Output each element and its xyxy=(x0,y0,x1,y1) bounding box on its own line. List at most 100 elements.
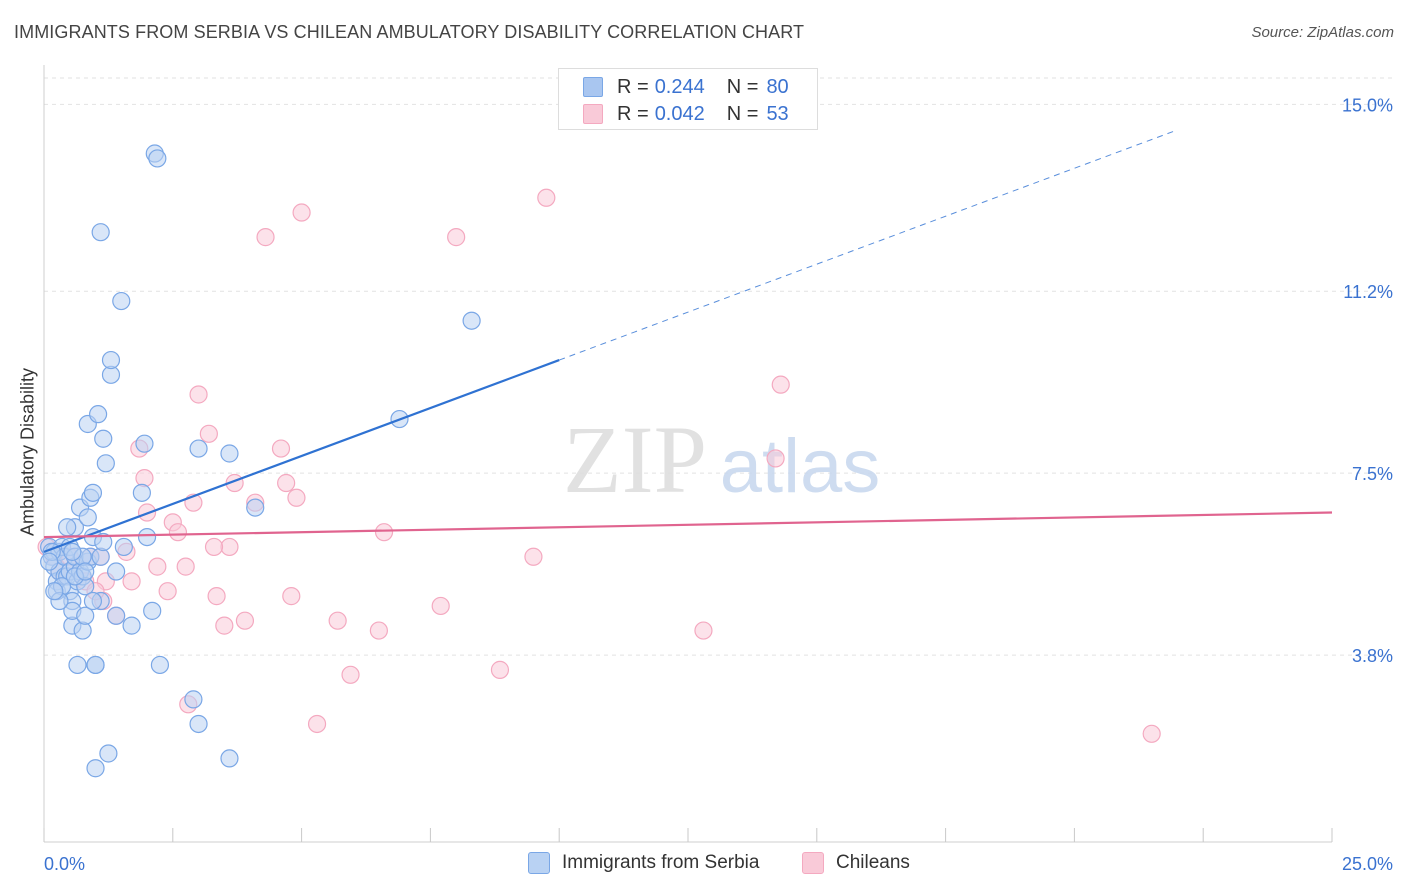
point-chileans xyxy=(135,468,154,488)
bottom-legend-swatch-serbia xyxy=(528,852,550,874)
trend-lines xyxy=(43,129,1333,553)
point-serbia xyxy=(112,291,131,311)
point-serbia xyxy=(184,690,203,709)
point-serbia xyxy=(91,547,110,566)
point-serbia xyxy=(132,483,151,502)
legend-r-value: 0.244 xyxy=(654,75,705,98)
point-chileans xyxy=(271,439,291,458)
point-chileans xyxy=(189,385,208,404)
watermark: ZIP atlas xyxy=(563,406,880,513)
trend-line-serbia xyxy=(43,359,560,553)
point-chileans xyxy=(256,228,275,247)
x-tick-label: 0.0% xyxy=(44,854,85,874)
point-chileans xyxy=(122,572,141,591)
legend-swatch-chileans xyxy=(583,104,603,124)
point-serbia xyxy=(189,714,208,734)
bottom-legend-swatch-chileans xyxy=(802,852,824,874)
legend-n-label: N = xyxy=(726,75,759,98)
point-chileans xyxy=(287,488,306,507)
point-chileans xyxy=(374,523,394,542)
watermark-zip: ZIP xyxy=(563,406,707,513)
point-chileans xyxy=(282,587,301,606)
chart-title: IMMIGRANTS FROM SERBIA VS CHILEAN AMBULA… xyxy=(14,22,805,42)
x-tick-label: 25.0% xyxy=(1342,854,1393,874)
point-chileans xyxy=(148,557,167,576)
legend-swatch-serbia xyxy=(583,77,603,97)
y-tick-label: 3.8% xyxy=(1352,646,1393,666)
point-chileans xyxy=(771,375,790,394)
bottom-legend-chileans: Chileans xyxy=(802,852,910,874)
point-serbia xyxy=(40,552,59,571)
point-serbia xyxy=(107,606,126,625)
point-serbia xyxy=(78,508,97,527)
point-serbia xyxy=(96,454,115,473)
point-serbia xyxy=(94,429,113,448)
point-serbia xyxy=(137,528,157,547)
point-serbia xyxy=(135,434,154,453)
point-serbia xyxy=(94,532,113,552)
point-chileans xyxy=(447,228,466,247)
bottom-legend-serbia: Immigrants from Serbia xyxy=(528,852,759,874)
point-chileans xyxy=(207,587,226,606)
source-label: Source: ZipAtlas.com xyxy=(1251,24,1394,41)
point-serbia xyxy=(107,562,126,581)
trend-line-serbia-extension xyxy=(559,129,1178,361)
point-chileans xyxy=(766,449,785,468)
legend-r-value: 0.042 xyxy=(654,102,705,125)
legend-r-label: R = xyxy=(617,75,649,98)
point-serbia xyxy=(45,582,64,601)
point-serbia xyxy=(91,223,110,242)
point-serbia xyxy=(83,483,103,502)
point-chileans xyxy=(220,537,239,557)
correlation-legend: R = 0.244 N = 80 R = 0.042 N = 53 xyxy=(558,68,818,130)
point-chileans xyxy=(199,424,218,443)
point-chileans xyxy=(292,203,311,222)
axes xyxy=(43,65,1333,843)
point-chileans xyxy=(490,660,510,679)
point-serbia xyxy=(58,518,77,537)
point-serbia xyxy=(220,444,239,463)
point-serbia xyxy=(246,498,265,517)
legend-r-label: R = xyxy=(617,102,649,125)
point-chileans xyxy=(204,537,224,557)
trend-line-chileans xyxy=(43,511,1333,539)
point-serbia xyxy=(76,562,95,581)
point-chileans xyxy=(215,616,234,635)
point-serbia xyxy=(86,759,105,778)
point-chileans xyxy=(168,523,188,542)
point-chileans xyxy=(235,611,255,630)
point-serbia xyxy=(150,655,170,675)
point-serbia xyxy=(101,350,121,370)
point-chileans xyxy=(158,582,177,601)
point-chileans xyxy=(328,611,347,630)
point-serbia xyxy=(99,744,118,763)
point-serbia xyxy=(63,542,82,561)
point-serbia xyxy=(189,439,208,458)
watermark-atlas: atlas xyxy=(720,424,881,509)
point-serbia xyxy=(462,311,481,330)
point-serbia xyxy=(86,655,105,675)
point-serbia xyxy=(73,621,92,640)
legend-n-value: 80 xyxy=(766,75,789,98)
point-serbia xyxy=(148,149,167,168)
bottom-legend-label-serbia: Immigrants from Serbia xyxy=(562,852,760,873)
y-axis-label: Ambulatory Disability xyxy=(17,367,38,537)
y-tick-label: 11.2% xyxy=(1343,282,1393,302)
tick-labels: 3.8% 7.5% 11.2% 15.0% 0.0% 25.0% xyxy=(44,95,1393,874)
point-serbia xyxy=(122,616,141,635)
y-tick-label: 15.0% xyxy=(1342,95,1393,115)
legend-row-chileans: R = 0.042 N = 53 xyxy=(583,102,789,126)
legend-n-label: N = xyxy=(726,102,759,125)
point-chileans xyxy=(369,621,388,640)
point-chileans xyxy=(277,473,296,493)
point-chileans xyxy=(524,547,543,566)
point-chileans xyxy=(341,665,360,684)
point-serbia xyxy=(143,601,162,620)
legend-n-value: 53 xyxy=(766,102,789,125)
gridlines xyxy=(44,77,1392,656)
point-chileans xyxy=(694,621,713,640)
point-chileans xyxy=(537,188,556,207)
point-serbia xyxy=(68,655,87,675)
bottom-legend-label-chileans: Chileans xyxy=(836,852,910,873)
